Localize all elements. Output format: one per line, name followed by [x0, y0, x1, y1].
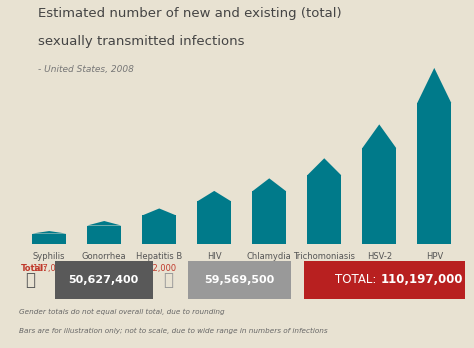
- Text: HIV: HIV: [207, 252, 221, 261]
- Text: Hepatitis B: Hepatitis B: [136, 252, 182, 261]
- Polygon shape: [307, 158, 341, 175]
- Text: Gender totals do not equal overall total, due to rounding: Gender totals do not equal overall total…: [19, 309, 225, 315]
- Polygon shape: [32, 231, 66, 234]
- Bar: [362, 148, 396, 244]
- Bar: [252, 191, 286, 244]
- Text: Trichomoniasis: Trichomoniasis: [293, 252, 355, 261]
- Text: HPV: HPV: [426, 252, 443, 261]
- Text: - United States, 2008: - United States, 2008: [38, 65, 134, 73]
- Text: 1,570,000: 1,570,000: [248, 264, 290, 273]
- Bar: [142, 215, 176, 244]
- Text: sexually transmitted infections: sexually transmitted infections: [38, 35, 245, 48]
- Bar: [304, 261, 465, 299]
- Text: 24,100,000: 24,100,000: [356, 264, 403, 273]
- Polygon shape: [87, 221, 121, 226]
- Polygon shape: [197, 191, 231, 201]
- Text: 59,569,500: 59,569,500: [204, 275, 274, 285]
- Text: Bars are for illustration only; not to scale, due to wide range in numbers of in: Bars are for illustration only; not to s…: [19, 327, 328, 333]
- Text: Chlamydia: Chlamydia: [247, 252, 292, 261]
- Polygon shape: [417, 68, 451, 103]
- Bar: [417, 103, 451, 244]
- Polygon shape: [362, 124, 396, 148]
- Text: 50,627,400: 50,627,400: [68, 275, 139, 285]
- Bar: [197, 201, 231, 244]
- Polygon shape: [252, 178, 286, 191]
- Text: TOTAL:: TOTAL:: [335, 273, 380, 286]
- Text: 3,710,000: 3,710,000: [303, 264, 346, 273]
- Text: Estimated number of new and existing (total): Estimated number of new and existing (to…: [38, 7, 342, 20]
- Text: 👤: 👤: [163, 271, 173, 289]
- Text: 110,197,000: 110,197,000: [380, 273, 463, 286]
- Bar: [87, 226, 121, 244]
- Bar: [188, 261, 291, 299]
- Polygon shape: [142, 208, 176, 215]
- Text: Total:: Total:: [20, 264, 47, 273]
- Bar: [32, 234, 66, 244]
- Text: 422,000: 422,000: [142, 264, 176, 273]
- Bar: [55, 261, 153, 299]
- Text: 908,000: 908,000: [197, 264, 231, 273]
- Text: 270,000: 270,000: [87, 264, 121, 273]
- Text: 117,000: 117,000: [32, 264, 66, 273]
- Bar: [307, 175, 341, 244]
- Text: Syphilis: Syphilis: [33, 252, 65, 261]
- Text: Gonorrhea: Gonorrhea: [82, 252, 127, 261]
- Text: 79,100,000: 79,100,000: [410, 264, 458, 273]
- Text: HSV-2: HSV-2: [367, 252, 392, 261]
- Text: 👤: 👤: [25, 271, 35, 289]
